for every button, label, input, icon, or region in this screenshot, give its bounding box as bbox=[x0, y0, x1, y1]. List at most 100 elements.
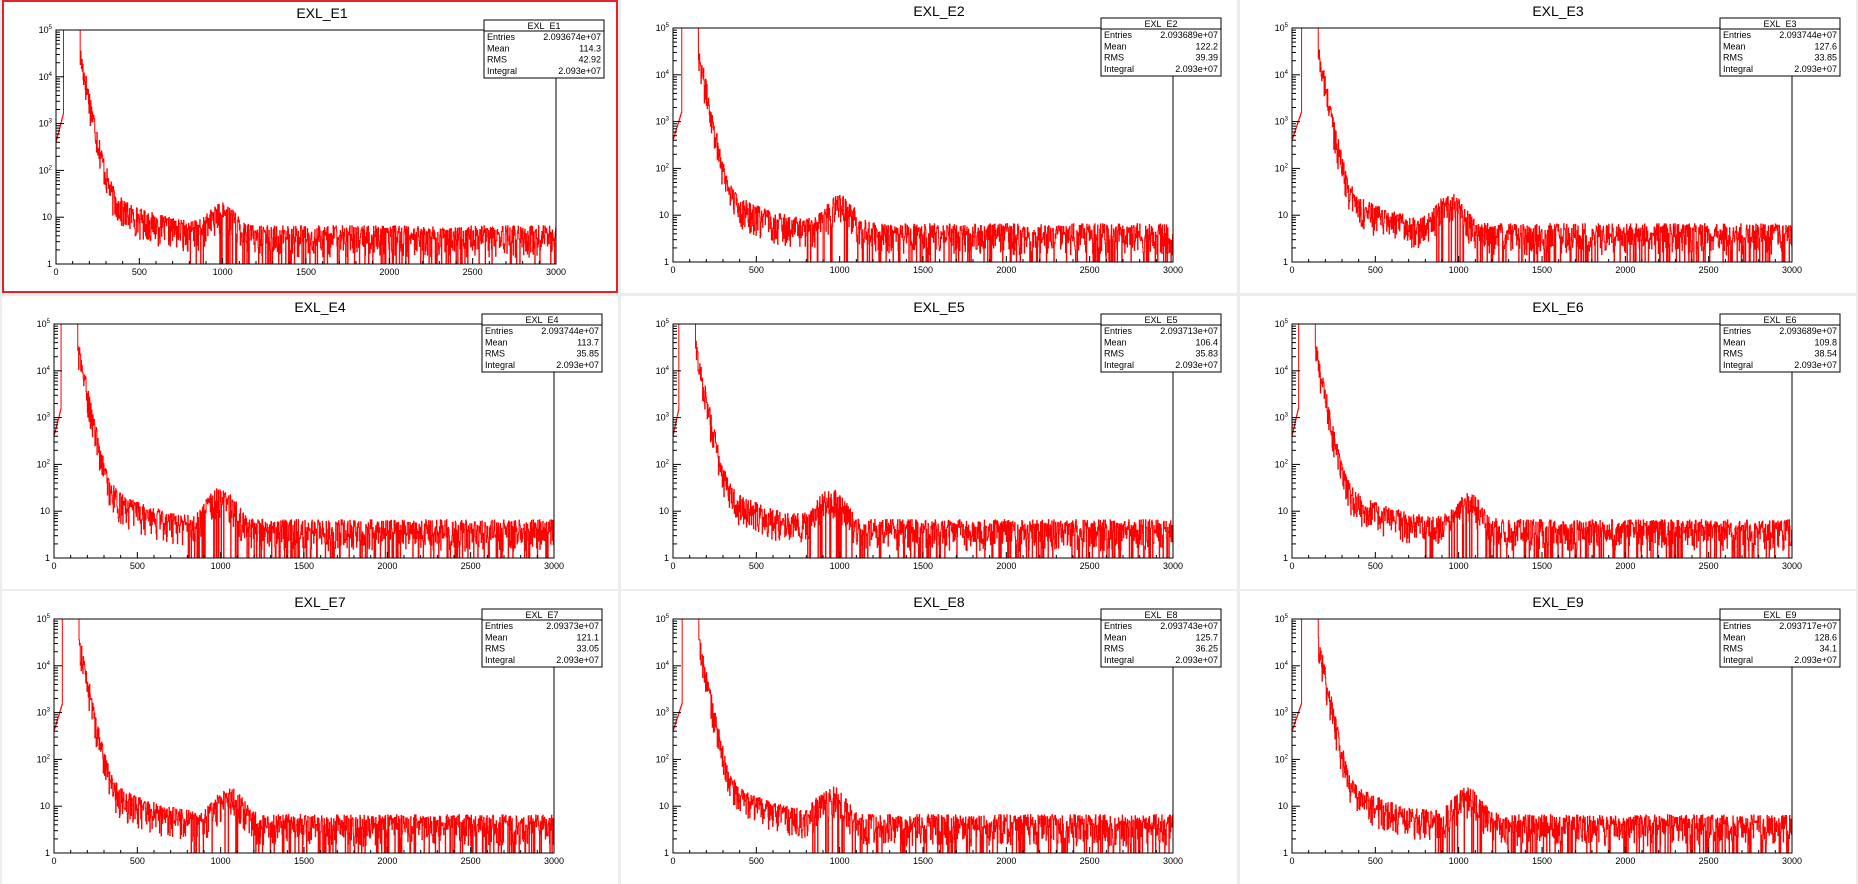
y-tick-label: 102 bbox=[656, 459, 670, 469]
histogram-series bbox=[1291, 618, 1793, 854]
stats-rms-value: 35.83 bbox=[1195, 349, 1218, 359]
histogram-pad-8[interactable]: EXL_E8 0 500 1000 1500 2000 2500 3000 1 10 102 103 1… bbox=[621, 591, 1237, 884]
x-tick-label: 3000 bbox=[1163, 265, 1183, 275]
stats-box: EXL_E2 Entries 2.093689e+07 Mean 122.2 RMS 39.… bbox=[1100, 17, 1222, 77]
y-tick-label: 102 bbox=[656, 163, 670, 173]
y-tick-label: 104 bbox=[37, 661, 51, 671]
y-tick-label: 103 bbox=[656, 708, 670, 718]
y-tick-label: 1 bbox=[45, 553, 50, 563]
histogram-svg: EXL_E8 0 500 1000 1500 2000 2500 3000 1 10 102 103 1… bbox=[656, 594, 1222, 866]
stats-name: EXL_E3 bbox=[1763, 19, 1796, 29]
y-tick-label: 103 bbox=[656, 413, 670, 423]
stats-entries-value: 2.093744e+07 bbox=[1779, 30, 1837, 40]
x-tick-label: 2000 bbox=[996, 856, 1016, 866]
stats-mean-label: Mean bbox=[485, 337, 508, 347]
x-tick-label: 0 bbox=[51, 561, 56, 571]
y-tick-label: 105 bbox=[39, 25, 53, 35]
x-tick-label: 0 bbox=[670, 561, 675, 571]
y-tick-label: 103 bbox=[1275, 117, 1289, 127]
x-tick-label: 3000 bbox=[1782, 265, 1802, 275]
y-tick-label: 105 bbox=[656, 23, 670, 33]
stats-box: EXL_E7 Entries 2.09373e+07 Mean 121.1 RMS 33.0… bbox=[481, 608, 603, 668]
x-tick-label: 3000 bbox=[544, 561, 564, 571]
stats-entries-value: 2.093744e+07 bbox=[541, 326, 599, 336]
histogram-svg: EXL_E2 0 500 1000 1500 2000 2500 3000 1 10 102 103 1… bbox=[656, 3, 1222, 275]
x-tick-label: 2000 bbox=[1615, 561, 1635, 571]
stats-mean-label: Mean bbox=[1104, 41, 1127, 51]
stats-mean-label: Mean bbox=[487, 43, 510, 53]
histogram-pad-1[interactable]: EXL_E1 0 500 1000 1500 2000 2500 3000 1 10 102 103 1… bbox=[2, 0, 618, 293]
histogram-series bbox=[1291, 323, 1793, 559]
histogram-pad-9[interactable]: EXL_E9 0 500 1000 1500 2000 2500 3000 1 10 102 103 1… bbox=[1240, 591, 1856, 884]
stats-integral-label: Integral bbox=[487, 66, 517, 76]
x-tick-label: 0 bbox=[51, 856, 56, 866]
y-tick-label: 102 bbox=[656, 754, 670, 764]
stats-entries-label: Entries bbox=[1104, 621, 1133, 631]
x-tick-label: 0 bbox=[1289, 265, 1294, 275]
y-tick-label: 105 bbox=[1275, 23, 1289, 33]
stats-rms-label: RMS bbox=[485, 644, 505, 654]
x-tick-label: 2500 bbox=[1080, 856, 1100, 866]
histogram-svg: EXL_E9 0 500 1000 1500 2000 2500 3000 1 10 102 103 1… bbox=[1275, 594, 1841, 866]
x-tick-label: 1500 bbox=[294, 561, 314, 571]
histogram-pad-3[interactable]: EXL_E3 0 500 1000 1500 2000 2500 3000 1 10 102 103 1… bbox=[1240, 0, 1856, 293]
stats-entries-label: Entries bbox=[1723, 621, 1752, 631]
stats-mean-label: Mean bbox=[1104, 337, 1127, 347]
stats-rms-value: 34.1 bbox=[1819, 644, 1837, 654]
histogram-svg: EXL_E4 0 500 1000 1500 2000 2500 3000 1 10 102 103 1… bbox=[37, 299, 603, 571]
stats-box: EXL_E8 Entries 2.093743e+07 Mean 125.7 RMS 36.… bbox=[1100, 608, 1222, 668]
histogram-series bbox=[55, 29, 557, 265]
histogram-svg: EXL_E1 0 500 1000 1500 2000 2500 3000 1 10 102 103 1… bbox=[39, 5, 605, 277]
stats-integral-value: 2.093e+07 bbox=[558, 66, 601, 76]
y-tick-label: 103 bbox=[37, 413, 51, 423]
x-tick-label: 500 bbox=[132, 267, 147, 277]
stats-mean-label: Mean bbox=[1723, 337, 1746, 347]
y-tick-label: 105 bbox=[1275, 319, 1289, 329]
stats-entries-value: 2.093689e+07 bbox=[1160, 30, 1218, 40]
stats-mean-label: Mean bbox=[1723, 41, 1746, 51]
stats-rms-label: RMS bbox=[1723, 644, 1743, 654]
stats-rms-value: 33.05 bbox=[576, 644, 599, 654]
y-tick-label: 105 bbox=[656, 614, 670, 624]
x-tick-label: 2000 bbox=[1615, 856, 1635, 866]
chart-title: EXL_E6 bbox=[1532, 299, 1584, 315]
stats-rms-value: 36.25 bbox=[1195, 644, 1218, 654]
x-tick-label: 1000 bbox=[211, 856, 231, 866]
stats-box: EXL_E3 Entries 2.093744e+07 Mean 127.6 RMS 33.… bbox=[1719, 17, 1841, 77]
stats-rms-label: RMS bbox=[1723, 349, 1743, 359]
histogram-pad-6[interactable]: EXL_E6 0 500 1000 1500 2000 2500 3000 1 10 102 103 1… bbox=[1240, 296, 1856, 589]
x-tick-label: 1000 bbox=[211, 561, 231, 571]
stats-mean-label: Mean bbox=[1104, 632, 1127, 642]
stats-mean-value: 122.2 bbox=[1195, 41, 1218, 51]
y-tick-label: 105 bbox=[1275, 614, 1289, 624]
y-tick-label: 102 bbox=[37, 459, 51, 469]
chart-title: EXL_E3 bbox=[1532, 3, 1584, 19]
y-tick-label: 1 bbox=[47, 259, 52, 269]
stats-rms-label: RMS bbox=[1104, 349, 1124, 359]
x-tick-label: 1500 bbox=[913, 561, 933, 571]
histogram-pad-5[interactable]: EXL_E5 0 500 1000 1500 2000 2500 3000 1 10 102 103 1… bbox=[621, 296, 1237, 589]
y-tick-label: 104 bbox=[1275, 661, 1289, 671]
y-tick-label: 1 bbox=[664, 848, 669, 858]
y-tick-label: 102 bbox=[1275, 163, 1289, 173]
histogram-pad-7[interactable]: EXL_E7 0 500 1000 1500 2000 2500 3000 1 10 102 103 1… bbox=[2, 591, 618, 884]
stats-entries-label: Entries bbox=[1104, 30, 1133, 40]
x-tick-label: 2500 bbox=[1699, 856, 1719, 866]
stats-entries-label: Entries bbox=[1723, 30, 1752, 40]
x-tick-label: 1500 bbox=[1532, 856, 1552, 866]
y-tick-label: 10 bbox=[1278, 506, 1288, 516]
x-tick-label: 2000 bbox=[996, 561, 1016, 571]
y-tick-label: 103 bbox=[37, 708, 51, 718]
stats-entries-value: 2.093717e+07 bbox=[1779, 621, 1837, 631]
histogram-series bbox=[53, 323, 555, 559]
x-tick-label: 1000 bbox=[1449, 561, 1469, 571]
chart-title: EXL_E8 bbox=[913, 594, 965, 610]
stats-mean-label: Mean bbox=[485, 632, 508, 642]
histogram-pad-2[interactable]: EXL_E2 0 500 1000 1500 2000 2500 3000 1 10 102 103 1… bbox=[621, 0, 1237, 293]
y-tick-label: 102 bbox=[1275, 754, 1289, 764]
x-tick-label: 2500 bbox=[1080, 561, 1100, 571]
x-tick-label: 2000 bbox=[377, 561, 397, 571]
stats-rms-label: RMS bbox=[1104, 644, 1124, 654]
histogram-pad-4[interactable]: EXL_E4 0 500 1000 1500 2000 2500 3000 1 10 102 103 1… bbox=[2, 296, 618, 589]
x-tick-label: 500 bbox=[130, 561, 145, 571]
